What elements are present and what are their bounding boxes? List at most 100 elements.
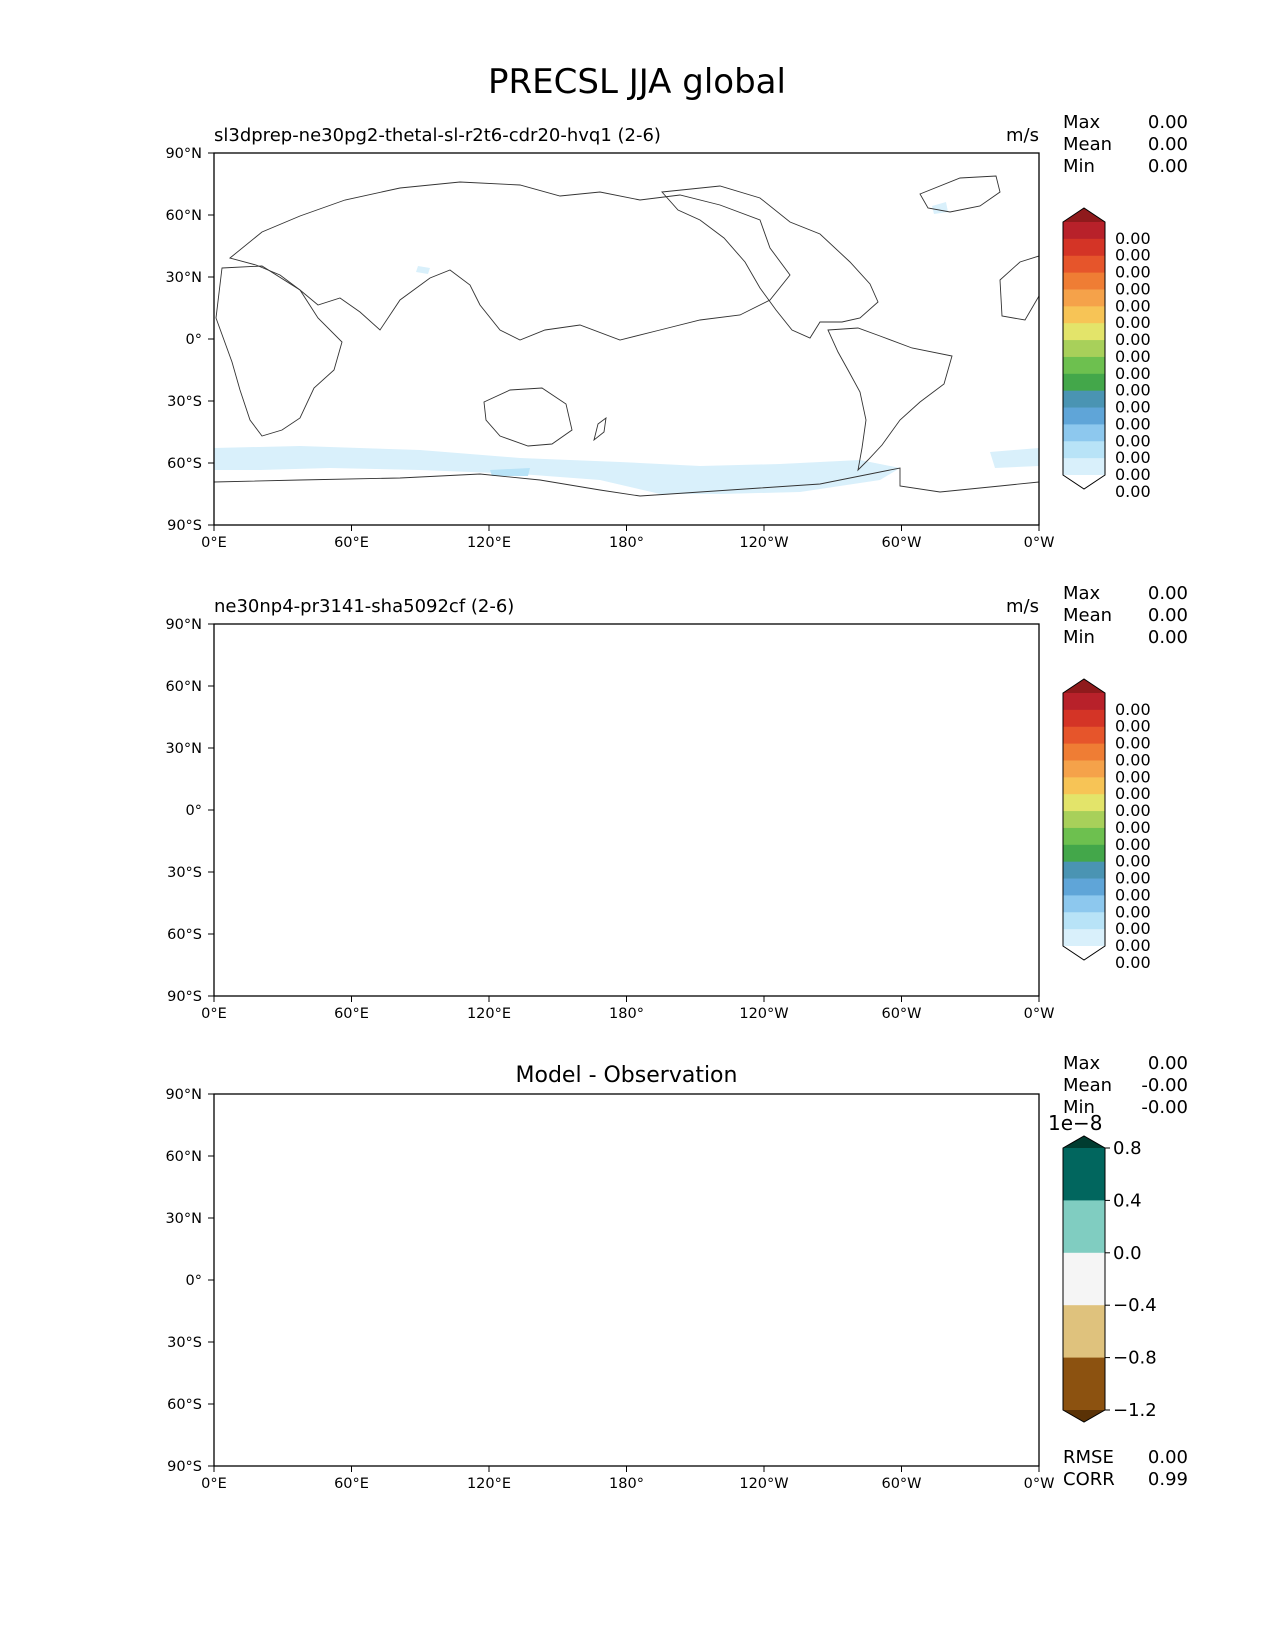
colorbar-tick-label: 0.00 <box>1115 398 1151 417</box>
precip-band-southern-ocean <box>214 446 900 494</box>
colorbar-tick-label: 0.00 <box>1115 482 1151 501</box>
y-tick-label: 90°N <box>165 1087 202 1103</box>
diff-band-southern-ocean <box>214 1351 1039 1403</box>
y-tick-label: 60°S <box>167 1397 202 1413</box>
colorbar-segment <box>1063 693 1105 711</box>
stat-value-max: 0.00 <box>1148 112 1188 133</box>
diff-patch-positive <box>838 1259 889 1299</box>
stat-value-min: 0.00 <box>1148 156 1188 177</box>
diff-patch-strong-positive <box>365 1358 435 1375</box>
x-tick-label: 0°E <box>201 1476 227 1492</box>
stat-label-mean: Mean <box>1063 605 1112 626</box>
stat-value-rmse: 0.00 <box>1148 1447 1188 1468</box>
colorbar-segment <box>1063 912 1105 930</box>
diff-band-arctic <box>214 1094 1039 1141</box>
colorbar-tick-label: 0.00 <box>1115 767 1151 786</box>
map-area <box>214 647 1039 967</box>
colorbar-segment <box>1063 238 1105 257</box>
colorbar-tick-label: −0.8 <box>1113 1348 1157 1369</box>
diff-patch-strong-positive <box>404 1190 434 1213</box>
diff-patch-negative <box>711 1399 731 1408</box>
y-tick-label: 30°S <box>167 865 202 881</box>
colorbar-segment <box>1063 340 1105 358</box>
diff-patch-positive <box>441 1226 486 1253</box>
y-tick-label: 60°S <box>167 456 202 472</box>
panel-title: ne30np4-pr3141-sha5092cf (2-6) <box>214 596 514 617</box>
y-tick-label: 60°S <box>167 927 202 943</box>
diff-patch-positive <box>641 1209 678 1232</box>
colorbar-extend-min <box>1063 946 1105 960</box>
panel-units: m/s <box>1006 596 1039 617</box>
stat-value-max: 0.00 <box>1148 1053 1188 1074</box>
x-tick-label: 60°W <box>881 535 921 551</box>
colorbar-segment <box>1063 356 1105 375</box>
x-tick-label: 60°E <box>334 535 369 551</box>
stat-label-rmse: RMSE <box>1063 1447 1114 1468</box>
colorbar-segment <box>1063 407 1105 425</box>
y-tick-label: 60°N <box>165 679 202 695</box>
diff-patch-positive <box>496 1298 540 1326</box>
x-tick-label: 180° <box>609 1476 644 1492</box>
colorbar-tick-label: 0.00 <box>1115 448 1151 467</box>
diff-patch-positive <box>619 1165 664 1193</box>
colorbar-segment <box>1063 323 1105 341</box>
panel-title: sl3dprep-ne30pg2-thetal-sl-r2t6-cdr20-hv… <box>214 125 661 146</box>
colorbar-segment <box>1063 390 1105 409</box>
map-panel-1: 90°N 60°N 30°N 0° 30°S 60°S 90°S0°E 60°E 120°E 18… <box>165 112 1188 551</box>
map-panel-3: 90°N 60°N 30°N 0° 30°S 60°S 90°S0°E 60°E 120°E 18… <box>165 1053 1188 1492</box>
stat-label-max: Max <box>1063 112 1101 133</box>
x-tick-label: 0°W <box>1024 535 1055 551</box>
stat-label-min: Min <box>1063 627 1095 648</box>
coastlines <box>214 1117 1039 1437</box>
colorbar-segment <box>1063 861 1105 880</box>
colorbar-tick-label: 0.00 <box>1115 381 1151 400</box>
colorbar-segment <box>1063 306 1105 324</box>
diff-patch-positive <box>536 1149 586 1190</box>
colorbar-tick-label: 0.00 <box>1115 465 1151 484</box>
colorbar-segment <box>1063 373 1105 392</box>
x-tick-label: 60°E <box>334 1476 369 1492</box>
colorbar-tick-label: 0.00 <box>1115 263 1151 282</box>
diff-patch-positive <box>516 1255 571 1287</box>
x-tick-label: 180° <box>609 1006 644 1022</box>
precip-band-atlantic <box>950 927 1039 949</box>
colorbar-tick-label: 0.00 <box>1115 414 1151 433</box>
colorbar-tick-label: 0.00 <box>1115 936 1151 955</box>
stat-label-min: Min <box>1063 1097 1095 1118</box>
x-tick-label: 120°W <box>739 1476 788 1492</box>
colorbar: 0.000.000.000.000.000.000.000.000.000.00… <box>1062 207 1151 501</box>
colorbar-tick-label: 0.00 <box>1115 953 1151 972</box>
diff-patch-positive <box>915 1301 961 1329</box>
map-frame <box>213 623 1040 997</box>
colorbar-outline <box>1062 207 1106 490</box>
colorbar-tick-label: 0.00 <box>1115 364 1151 383</box>
precip-patch-greenland <box>932 202 948 214</box>
map-area <box>214 175 1039 497</box>
x-tick-label: 60°E <box>334 1006 369 1022</box>
diff-patch-positive <box>222 1307 258 1333</box>
y-tick-label: 90°S <box>167 989 202 1005</box>
colorbar-tick-label: 0.00 <box>1115 700 1151 719</box>
colorbar-segment <box>1063 878 1105 896</box>
colorbar-extend-min <box>1063 1410 1105 1422</box>
stat-value-mean: 0.00 <box>1148 605 1188 626</box>
colorbar-tick-label: 0.00 <box>1115 784 1151 803</box>
map-area <box>214 1094 1039 1466</box>
colorbar-tick-label: 0.00 <box>1115 347 1151 366</box>
colorbar-segment <box>1063 794 1105 812</box>
diff-patch-positive <box>794 1171 841 1193</box>
colorbar-segment <box>1063 1357 1105 1411</box>
colorbar-segment <box>1063 424 1105 442</box>
diff-patch-positive <box>357 1248 396 1274</box>
colorbar-segment <box>1063 811 1105 829</box>
colorbar-tick-label: 0.00 <box>1115 296 1151 315</box>
colorbar-segment <box>1063 441 1105 459</box>
colorbar-segment <box>1063 222 1105 240</box>
colorbar-tick-label: 0.00 <box>1115 313 1151 332</box>
colorbar-tick-label: 0.00 <box>1115 229 1151 248</box>
diff-patch-positive <box>750 1315 791 1337</box>
y-tick-label: 30°S <box>167 1335 202 1351</box>
figure-title: PRECSL JJA global <box>488 62 786 102</box>
x-tick-label: 60°W <box>881 1006 921 1022</box>
